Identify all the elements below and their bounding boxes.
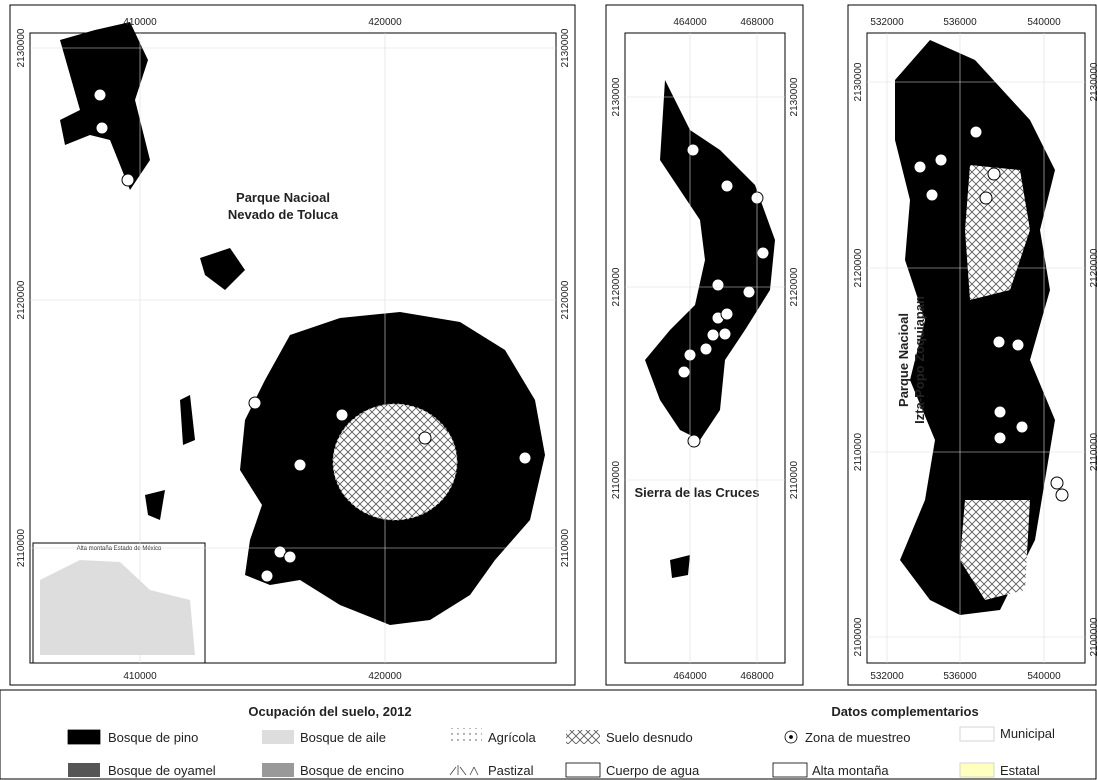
x-coord-label: 532000 (870, 671, 904, 682)
map-label: Izta-Popo Zoquiapan (912, 296, 927, 424)
figure: Alta montaña Estado de México Parque Nac… (0, 0, 1097, 780)
y-coord-label: 2130000 (789, 77, 800, 116)
legend-label: Bosque de encino (300, 763, 404, 778)
y-coord-label: 2110000 (560, 528, 571, 567)
y-coord-label: 2130000 (16, 28, 27, 67)
y-coord-label: 2110000 (16, 528, 27, 567)
legend-label: Bosque de oyamel (108, 763, 216, 778)
legend-label: Alta montaña (812, 763, 889, 778)
legend-label: Bosque de pino (108, 730, 198, 745)
legend-label: Bosque de aile (300, 730, 386, 745)
y-coord-label: 2120000 (16, 280, 27, 319)
x-coord-label: 536000 (943, 17, 977, 28)
legend-label: Zona de muestreo (805, 730, 911, 745)
y-coord-label: 2110000 (1089, 432, 1097, 471)
x-coord-label: 532000 (870, 17, 904, 28)
y-coord-label: 2130000 (1089, 62, 1097, 101)
x-coord-label: 410000 (123, 17, 157, 28)
y-coord-label: 2100000 (1089, 617, 1097, 656)
map-label: Parque Nacioal (236, 190, 330, 205)
y-coord-label: 2120000 (853, 248, 864, 287)
legend-label: Agrícola (488, 730, 536, 745)
map-label: Nevado de Toluca (228, 207, 339, 222)
x-coord-label: 420000 (368, 17, 402, 28)
y-coord-label: 2120000 (611, 267, 622, 306)
legend-title: Datos complementarios (831, 704, 978, 719)
y-coord-label: 2110000 (789, 460, 800, 499)
y-coord-label: 2110000 (611, 460, 622, 499)
x-coord-label: 536000 (943, 671, 977, 682)
x-coord-label: 464000 (673, 671, 707, 682)
map-label: Sierra de las Cruces (634, 485, 759, 500)
legend-label: Cuerpo de agua (606, 763, 700, 778)
legend-label: Municipal (1000, 726, 1055, 741)
x-coord-label: 410000 (123, 671, 157, 682)
x-coord-label: 468000 (740, 17, 774, 28)
y-coord-label: 2120000 (560, 280, 571, 319)
y-coord-label: 2130000 (853, 62, 864, 101)
x-coord-label: 464000 (673, 17, 707, 28)
inset-title: Alta montaña Estado de México (77, 546, 162, 552)
y-coord-label: 2130000 (611, 77, 622, 116)
legend-label: Suelo desnudo (606, 730, 693, 745)
y-coord-label: 2110000 (853, 432, 864, 471)
legend-label: Pastizal (488, 763, 534, 778)
y-coord-label: 2100000 (853, 617, 864, 656)
x-coord-label: 468000 (740, 671, 774, 682)
y-coord-label: 2120000 (1089, 248, 1097, 287)
x-coord-label: 420000 (368, 671, 402, 682)
y-coord-label: 2130000 (560, 28, 571, 67)
legend-title: Ocupación del suelo, 2012 (248, 704, 411, 719)
legend-label: Estatal (1000, 763, 1040, 778)
x-coord-label: 540000 (1027, 671, 1061, 682)
map-label: Parque Nacioal (896, 313, 911, 407)
y-coord-label: 2120000 (789, 267, 800, 306)
x-coord-label: 540000 (1027, 17, 1061, 28)
